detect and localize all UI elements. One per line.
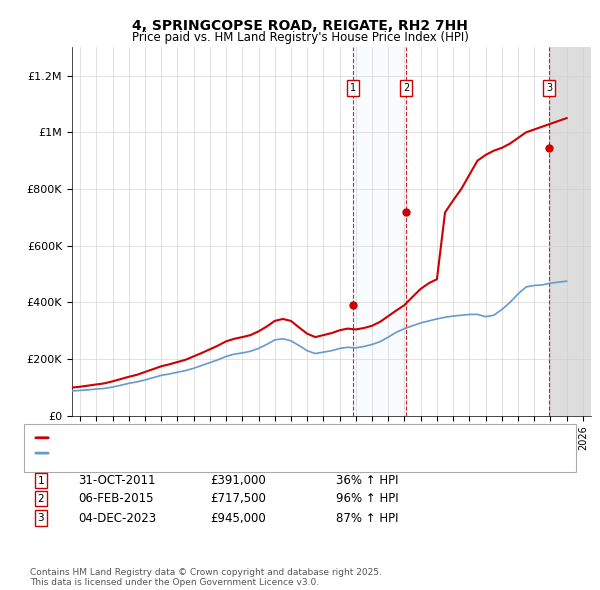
Text: Price paid vs. HM Land Registry's House Price Index (HPI): Price paid vs. HM Land Registry's House … <box>131 31 469 44</box>
Text: 2: 2 <box>37 494 44 503</box>
Text: 3: 3 <box>546 83 552 93</box>
Text: 2: 2 <box>403 83 409 93</box>
Text: £945,000: £945,000 <box>210 512 266 525</box>
Text: Contains HM Land Registry data © Crown copyright and database right 2025.
This d: Contains HM Land Registry data © Crown c… <box>30 568 382 587</box>
Text: £391,000: £391,000 <box>210 474 266 487</box>
Text: 96% ↑ HPI: 96% ↑ HPI <box>336 492 398 505</box>
Text: 1: 1 <box>37 476 44 486</box>
Text: 31-OCT-2011: 31-OCT-2011 <box>78 474 155 487</box>
Text: 04-DEC-2023: 04-DEC-2023 <box>78 512 156 525</box>
Text: £717,500: £717,500 <box>210 492 266 505</box>
Text: HPI: Average price, semi-detached house, Reigate and Banstead: HPI: Average price, semi-detached house,… <box>55 448 392 458</box>
Bar <box>549 47 591 416</box>
Text: 4, SPRINGCOPSE ROAD, REIGATE, RH2 7HH (semi-detached house): 4, SPRINGCOPSE ROAD, REIGATE, RH2 7HH (s… <box>55 433 404 442</box>
Bar <box>353 47 406 416</box>
Text: 3: 3 <box>37 513 44 523</box>
Text: 87% ↑ HPI: 87% ↑ HPI <box>336 512 398 525</box>
Text: 06-FEB-2015: 06-FEB-2015 <box>78 492 154 505</box>
Text: 1: 1 <box>350 83 356 93</box>
Text: 4, SPRINGCOPSE ROAD, REIGATE, RH2 7HH: 4, SPRINGCOPSE ROAD, REIGATE, RH2 7HH <box>132 19 468 33</box>
Text: 36% ↑ HPI: 36% ↑ HPI <box>336 474 398 487</box>
